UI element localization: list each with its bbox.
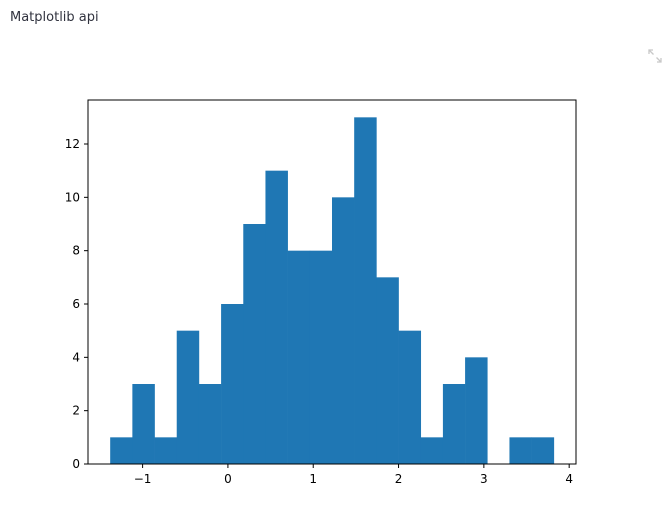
histogram-bar	[132, 384, 155, 464]
histogram-bar	[354, 117, 377, 464]
y-tick-label: 0	[72, 457, 80, 471]
y-axis: 0 2 4 6 8 10 12	[65, 137, 88, 471]
fullscreen-expand-icon	[648, 49, 662, 63]
histogram-bar	[398, 330, 422, 464]
histogram-bar	[420, 437, 444, 464]
histogram-bar	[509, 437, 532, 464]
histogram-bar	[154, 437, 178, 464]
y-tick-label: 4	[72, 350, 80, 364]
y-tick-label: 2	[72, 404, 80, 418]
histogram-bar	[376, 277, 399, 464]
histogram-bar	[243, 224, 266, 464]
y-tick-label: 10	[65, 190, 80, 204]
fullscreen-button[interactable]	[646, 47, 664, 65]
x-tick-label: 4	[565, 472, 573, 486]
histogram-bar	[176, 330, 200, 464]
histogram-bar	[221, 304, 244, 464]
x-tick-label: 2	[395, 472, 403, 486]
axes-frame	[87, 99, 577, 465]
x-axis: −1 0 1 2 3 4	[134, 464, 573, 486]
histogram-bar	[198, 384, 222, 464]
x-tick-label: 1	[309, 472, 317, 486]
histogram-bar	[442, 384, 466, 464]
x-tick-label: 0	[224, 472, 232, 486]
x-tick-label: 3	[480, 472, 488, 486]
histogram-bar	[465, 357, 488, 464]
histogram-bar	[531, 437, 555, 464]
y-tick-label: 12	[65, 137, 80, 151]
y-tick-label: 8	[72, 244, 80, 258]
histogram-bar	[287, 250, 311, 464]
page-title: Matplotlib api	[10, 10, 99, 25]
histogram-bar	[309, 250, 333, 464]
bars-group	[110, 117, 555, 465]
histogram-bar	[332, 197, 355, 465]
x-tick-label: −1	[134, 472, 152, 486]
histogram-bar	[110, 437, 133, 464]
y-tick-label: 6	[72, 297, 80, 311]
histogram-bar	[265, 170, 288, 464]
